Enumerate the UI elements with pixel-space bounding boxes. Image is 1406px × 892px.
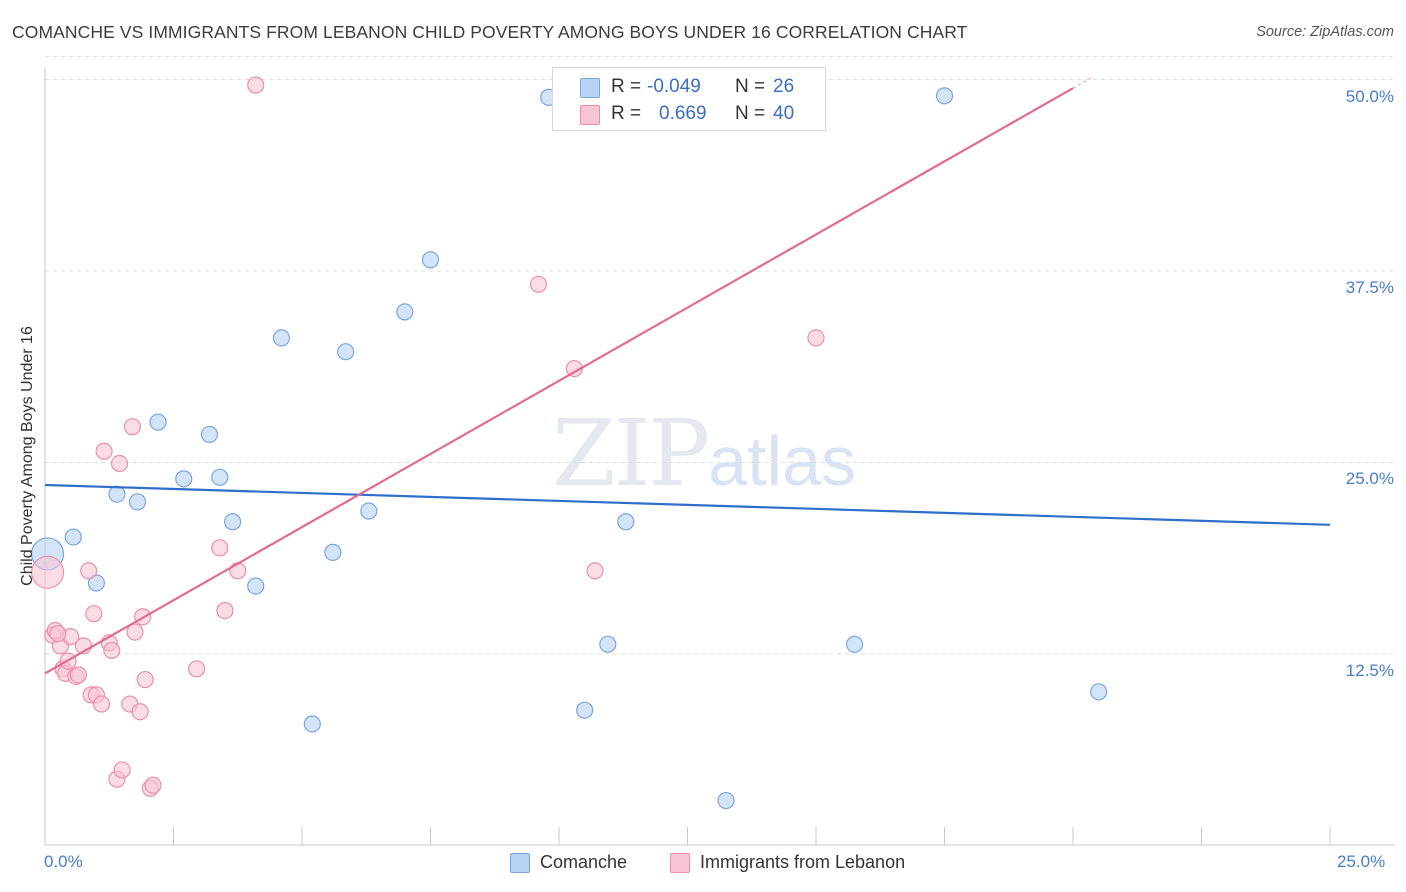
lebanon-point [113, 761, 131, 779]
lebanon-point [92, 695, 111, 713]
watermark-zip: ZIP [552, 400, 710, 507]
comanche-point [200, 425, 219, 444]
r-value: 0.669 [659, 103, 707, 124]
lebanon-swatch [670, 853, 690, 873]
lebanon-point [247, 76, 265, 94]
lebanon-point [85, 605, 103, 623]
comanche-point [272, 329, 291, 347]
lebanon-point [188, 660, 206, 678]
lebanon-point [529, 275, 548, 293]
lebanon-point [123, 418, 141, 436]
comanche-point [935, 87, 954, 105]
x-tick-label-min: 0.0% [44, 852, 83, 871]
lebanon-point [110, 454, 129, 473]
watermark-atlas: atlas [708, 422, 857, 500]
lebanon-point [103, 641, 121, 660]
x-tick-label-max: 25.0% [1337, 852, 1386, 871]
y-tick-label: 37.5% [1345, 278, 1394, 297]
comanche-point [396, 303, 414, 321]
lebanon-point [216, 602, 234, 620]
r-label: R = [611, 103, 642, 124]
legend-label: Immigrants from Lebanon [700, 852, 906, 872]
comanche-point [211, 468, 229, 486]
n-value: 26 [773, 76, 795, 97]
lebanon-point [211, 539, 229, 557]
n-label: N = [735, 103, 766, 124]
n-value: 40 [773, 103, 795, 124]
comanche-point [87, 574, 106, 592]
comanche-point [1090, 683, 1108, 701]
lebanon-point [229, 562, 247, 580]
comanche-point [845, 635, 864, 653]
lebanon-point [807, 329, 825, 347]
r-label: R = [611, 76, 642, 97]
lebanon-point [69, 666, 88, 684]
lebanon-point [144, 776, 162, 794]
correlation-legend: R = -0.049 N = 26 R = 0.669 N = 40 [552, 67, 826, 131]
comanche-point [224, 513, 242, 531]
comanche-point [175, 470, 193, 488]
comanche-point [617, 513, 635, 531]
comanche-point [360, 502, 378, 520]
legend-label: Comanche [540, 852, 628, 872]
source-label: Source: ZipAtlas.com [1256, 24, 1394, 40]
comanche-point [64, 528, 82, 546]
comanche-point [599, 635, 617, 653]
watermark: ZIPatlas [552, 400, 856, 507]
lebanon-point [49, 624, 67, 643]
r-value: -0.049 [647, 76, 701, 97]
comanche-swatch [580, 78, 600, 98]
comanche-point [247, 577, 265, 595]
comanche-point [128, 493, 147, 511]
comanche-point [337, 343, 355, 361]
lebanon-point [131, 703, 149, 721]
comanche-point [108, 485, 126, 503]
lebanon-point [80, 562, 98, 580]
y-tick-label: 25.0% [1345, 469, 1394, 488]
comanche-trend-line [44, 483, 1331, 526]
y-axis-label: Child Poverty Among Boys Under 16 [19, 326, 36, 586]
comanche-point [421, 251, 440, 269]
comanche-point [576, 701, 594, 719]
lebanon-trend-line [44, 87, 1074, 675]
y-tick-label: 50.0% [1345, 87, 1394, 106]
chart-title: COMANCHE VS IMMIGRANTS FROM LEBANON CHIL… [12, 22, 968, 42]
legend-row-comanche: R = -0.049 N = 26 [553, 75, 825, 101]
lebanon-point [30, 555, 65, 589]
comanche-point [149, 413, 167, 431]
y-tick-label: 12.5% [1345, 661, 1394, 680]
n-label: N = [735, 76, 766, 97]
comanche-point [324, 543, 342, 561]
comanche-point [717, 791, 735, 810]
legend-row-lebanon: R = 0.669 N = 40 [553, 102, 825, 128]
lebanon-point [126, 623, 144, 641]
lebanon-swatch [580, 105, 600, 125]
comanche-point [303, 715, 321, 733]
lebanon-point [586, 562, 604, 580]
comanche-swatch [510, 853, 530, 873]
lebanon-point [136, 670, 154, 689]
lebanon-point [95, 442, 113, 460]
